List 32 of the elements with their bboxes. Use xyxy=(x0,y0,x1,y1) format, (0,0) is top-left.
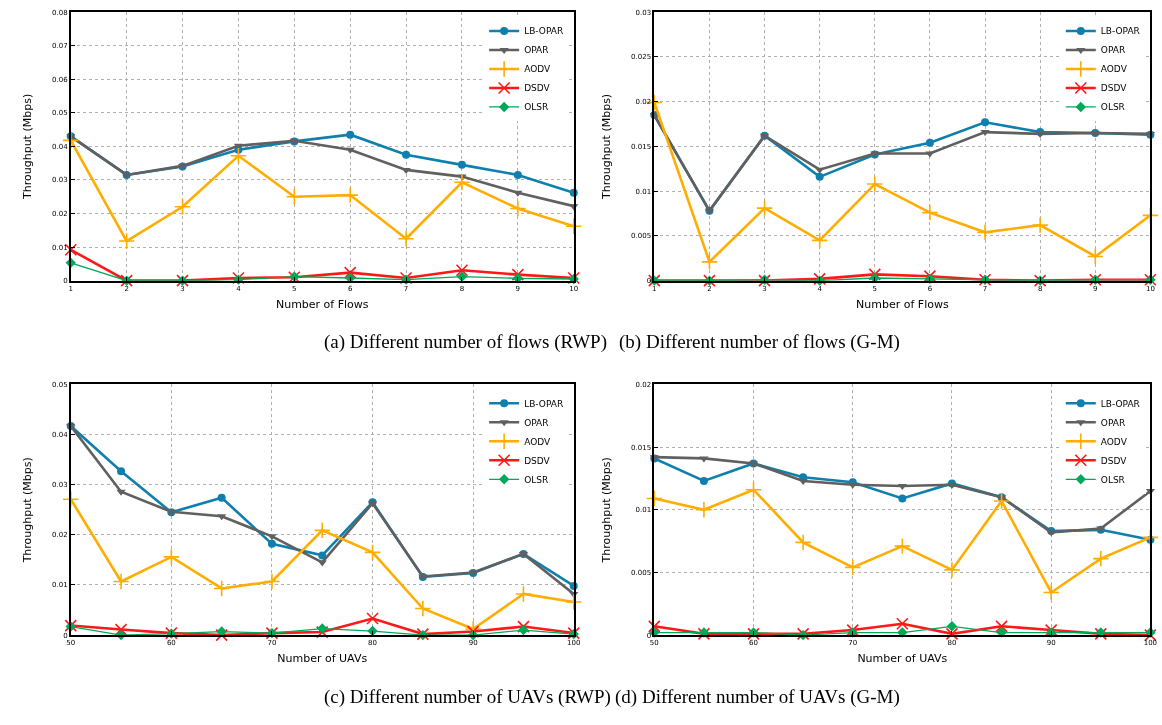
legend-label: OLSR xyxy=(524,474,549,485)
text: (b) Different number of flows (G-M) xyxy=(619,331,900,353)
legend-label: OLSR xyxy=(1100,102,1125,113)
legend-label: AODV xyxy=(524,64,551,75)
legend-label: DSDV xyxy=(524,455,551,466)
legend-label: LB-OPAR xyxy=(1100,398,1140,409)
legend-label: AODV xyxy=(524,436,551,447)
text: (d) Different number of UAVs (G-M) xyxy=(615,686,900,708)
legend-label: OPAR xyxy=(524,45,549,56)
text: (a) Different number of flows (RWP) xyxy=(324,331,607,353)
y-axis-title: Throughput (Mbps) xyxy=(21,457,35,564)
x-axis-title: Number of Flows xyxy=(856,297,949,311)
y-axis-title: Throughput (Mbps) xyxy=(600,93,614,200)
text: (c) Different number of UAVs (RWP) xyxy=(324,686,611,708)
legend-label: OLSR xyxy=(1100,474,1125,485)
legend-label: LB-OPAR xyxy=(524,26,564,37)
legend-label: DSDV xyxy=(1100,455,1128,466)
y-axis-title: Throughput (Mbps) xyxy=(21,93,35,200)
legend-label: LB-OPAR xyxy=(1100,26,1140,37)
legend-label: OPAR xyxy=(1100,45,1126,56)
legend-label: OPAR xyxy=(524,417,549,428)
x-axis-title: Number of UAVs xyxy=(857,651,948,665)
y-axis-title: Throughput (Mbps) xyxy=(600,457,614,564)
x-axis-title: Number of Flows xyxy=(275,297,369,311)
x-axis-title: Number of UAVs xyxy=(277,651,368,665)
legend-label: DSDV xyxy=(1100,83,1128,94)
legend-label: OLSR xyxy=(524,102,549,113)
legend-label: OPAR xyxy=(1100,417,1126,428)
legend-label: AODV xyxy=(1100,64,1128,75)
legend-label: AODV xyxy=(1100,436,1128,447)
legend-label: DSDV xyxy=(524,83,551,94)
legend-label: LB-OPAR xyxy=(524,398,564,409)
